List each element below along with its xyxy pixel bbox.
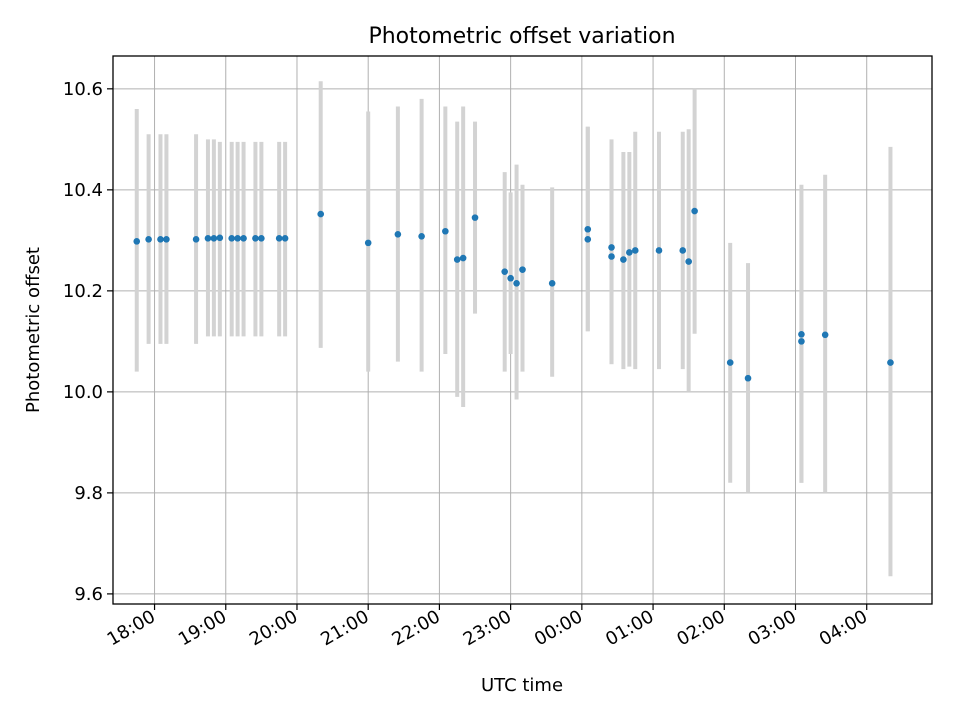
data-point [507,274,514,282]
y-tick-label: 10.6 [63,79,103,100]
data-point [501,268,508,275]
data-point [258,235,265,242]
data-point [655,247,663,254]
data-point [513,279,520,287]
data-point [685,258,692,265]
data-points [133,207,894,382]
data-point [281,235,289,242]
data-point [364,239,372,247]
data-point [234,235,241,242]
data-point [744,374,752,382]
data-point [317,210,325,218]
data-point [459,254,467,262]
y-tick-label: 9.8 [74,483,103,504]
data-point [275,235,283,242]
data-point [453,256,461,263]
data-point [608,253,615,260]
data-point [620,256,627,263]
data-point [798,330,805,338]
data-point [519,266,526,273]
data-point [584,236,592,243]
data-point [210,235,218,242]
data-point [442,227,449,235]
x-axis-label: UTC time [481,675,563,696]
data-point [228,235,235,242]
data-point [626,249,633,256]
data-point [679,247,687,254]
data-point [240,235,247,242]
data-point [726,359,734,366]
chart-title: Photometric offset variation [368,24,675,49]
data-point [204,235,212,242]
data-point [631,247,639,254]
data-point [216,234,224,242]
data-point [418,233,425,240]
data-point [548,279,556,287]
data-point [691,207,698,215]
y-axis-ticks: 9.6 9.8 10.0 10.2 10.4 10.6 [63,79,113,605]
data-point [192,236,200,243]
data-point [584,225,592,233]
y-tick-label: 10.0 [63,382,103,403]
data-point [163,236,170,243]
data-point [252,235,259,242]
data-point [821,331,829,339]
y-axis-label: Photometric offset [23,247,44,413]
plot-area-frame [112,55,933,605]
data-point [157,236,164,243]
y-tick-label: 9.6 [74,584,103,605]
data-point [608,244,615,251]
data-point [133,238,141,245]
data-point [887,359,894,366]
y-tick-label: 10.4 [63,180,103,201]
data-point [394,230,402,238]
y-tick-label: 10.2 [63,281,103,302]
data-point [798,338,805,345]
data-point [145,236,152,243]
data-point [471,214,479,221]
